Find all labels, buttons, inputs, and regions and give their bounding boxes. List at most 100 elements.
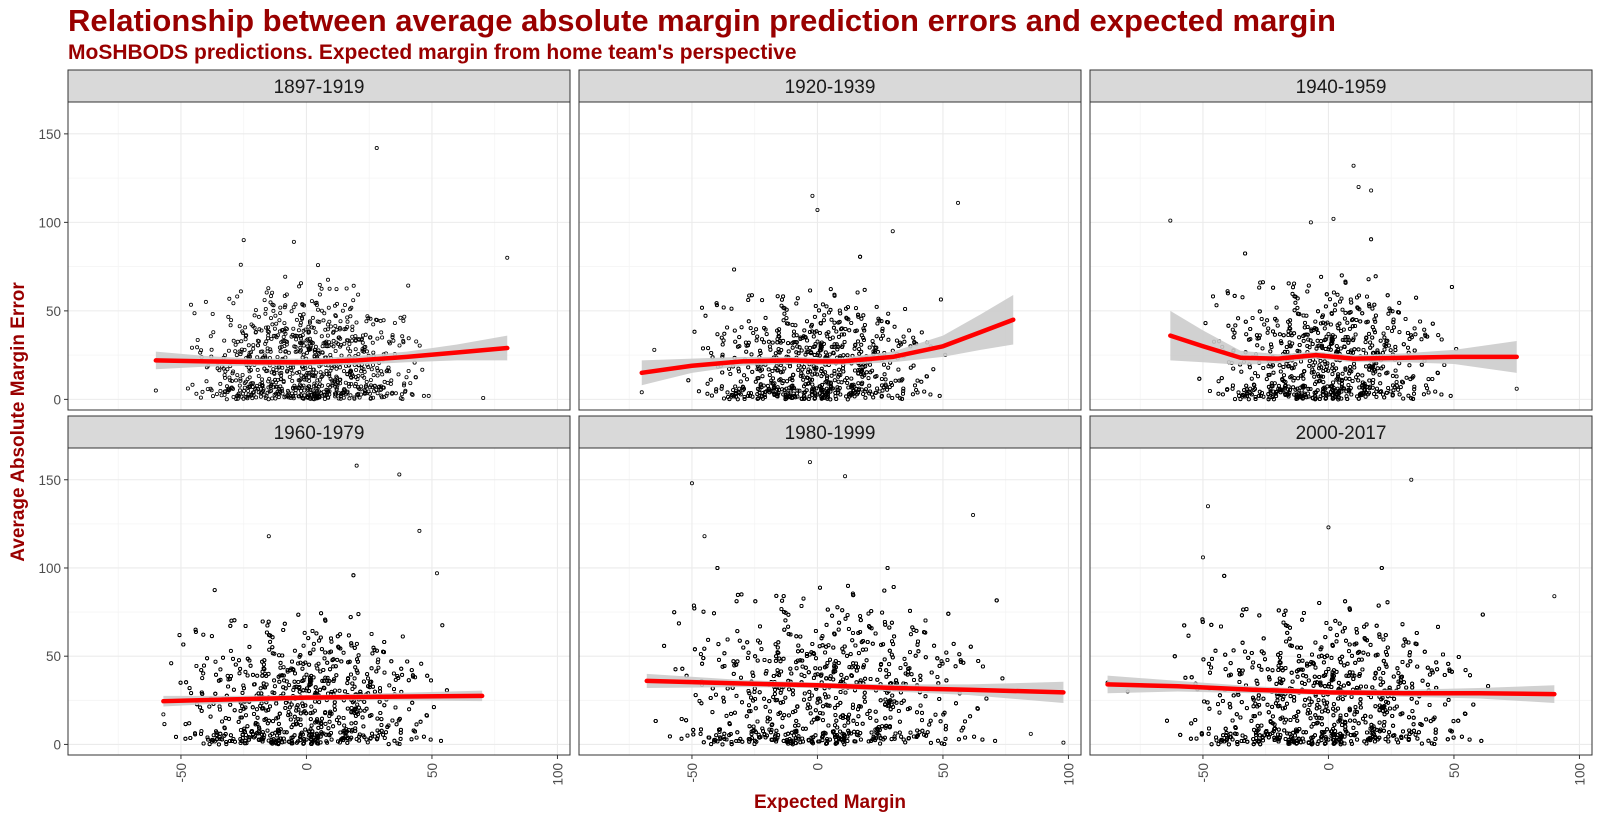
data-point (426, 393, 431, 398)
chart-title: Relationship between average absolute ma… (68, 3, 1336, 38)
data-point (246, 343, 251, 348)
data-point (298, 323, 303, 328)
data-point (301, 312, 306, 317)
data-point (389, 378, 394, 383)
data-point (295, 370, 300, 375)
data-point (337, 325, 342, 330)
data-point (273, 380, 278, 385)
data-point (235, 339, 240, 344)
data-point (333, 348, 338, 353)
data-point (247, 350, 252, 355)
data-point (330, 383, 335, 388)
data-point (264, 290, 269, 295)
data-point (235, 294, 240, 299)
data-point (222, 375, 227, 380)
facet-strip (67, 69, 571, 103)
data-point (285, 368, 290, 373)
data-point (375, 366, 380, 371)
data-point (327, 286, 332, 291)
data-point (300, 316, 305, 321)
data-point (238, 376, 243, 381)
data-point (349, 338, 354, 343)
data-point (298, 345, 303, 350)
data-point (398, 396, 403, 401)
data-point (393, 391, 398, 396)
data-point (277, 318, 282, 323)
data-point (301, 343, 306, 348)
data-point (311, 325, 316, 330)
data-point (273, 333, 278, 338)
data-point (190, 382, 195, 387)
data-point (240, 372, 245, 377)
data-point (272, 326, 277, 331)
data-point (272, 392, 277, 397)
data-point (385, 391, 390, 396)
data-point (327, 371, 332, 376)
data-point (264, 339, 269, 344)
data-point (277, 329, 282, 334)
data-point (417, 343, 422, 348)
data-point (304, 373, 309, 378)
data-point (324, 368, 329, 373)
data-point (315, 378, 320, 383)
data-point (203, 299, 208, 304)
y-tick-label: 50 (46, 304, 61, 319)
data-point (278, 311, 283, 316)
data-point (332, 379, 337, 384)
data-point (198, 350, 203, 355)
data-point (299, 373, 304, 378)
data-point (401, 318, 406, 323)
data-point (246, 365, 251, 370)
data-point (318, 370, 323, 375)
data-point (319, 286, 324, 291)
data-point (317, 319, 322, 324)
data-point (348, 307, 353, 312)
data-point (323, 327, 328, 332)
data-point (229, 318, 234, 323)
data-point (259, 328, 264, 333)
data-point (300, 302, 305, 307)
data-point (322, 311, 327, 316)
data-point (322, 396, 327, 401)
data-point (298, 341, 303, 346)
data-point (337, 365, 342, 370)
data-point (333, 323, 338, 328)
data-point (369, 367, 374, 372)
chart-subtitle: MoSHBODS predictions. Expected margin fr… (68, 41, 797, 64)
data-point (327, 373, 332, 378)
data-point (334, 287, 339, 292)
data-point (367, 335, 372, 340)
data-point (218, 381, 223, 386)
data-point (348, 349, 353, 354)
data-point (325, 333, 330, 338)
data-point (297, 378, 302, 383)
data-point (319, 308, 324, 313)
data-point (309, 299, 314, 304)
data-point (231, 338, 236, 343)
data-point (292, 385, 297, 390)
data-point (283, 303, 288, 308)
data-point (210, 311, 215, 316)
facet-strip-label: 1897-1919 (274, 77, 365, 98)
data-point (402, 381, 407, 386)
data-point (353, 381, 358, 386)
data-point (313, 347, 318, 352)
data-point (348, 393, 353, 398)
data-point (294, 317, 299, 322)
data-point (256, 343, 261, 348)
data-point (325, 327, 330, 332)
data-point (297, 382, 302, 387)
data-point (253, 330, 258, 335)
data-point (306, 329, 311, 334)
data-point (266, 379, 271, 384)
data-point (324, 392, 329, 397)
data-point (262, 298, 267, 303)
data-point (302, 377, 307, 382)
data-point (263, 306, 268, 311)
data-point (350, 334, 355, 339)
data-point (244, 333, 249, 338)
data-point (253, 308, 258, 313)
data-point (238, 289, 243, 294)
data-point (351, 298, 356, 303)
data-point (356, 352, 361, 357)
